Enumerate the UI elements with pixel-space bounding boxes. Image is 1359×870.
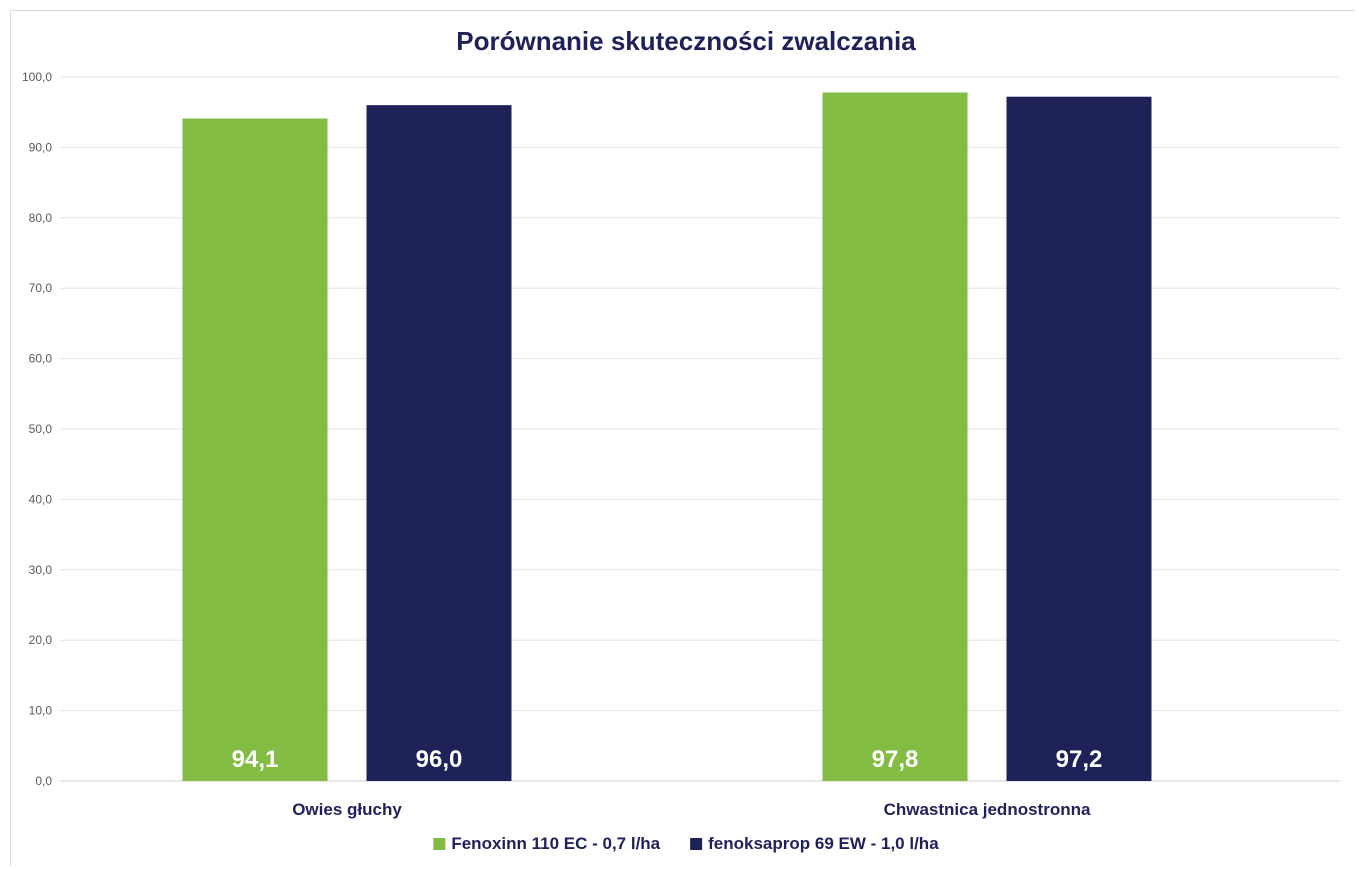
data-labels: 94,1 96,0 97,8 97,2 xyxy=(232,746,1103,773)
y-tick-label: 30,0 xyxy=(29,563,53,577)
bar xyxy=(182,118,328,781)
y-tick-label: 100,0 xyxy=(22,70,52,84)
legend-swatch xyxy=(690,838,703,850)
y-tick-label: 50,0 xyxy=(29,422,53,436)
legend-label: Fenoxinn 110 EC - 0,7 l/ha xyxy=(451,834,660,853)
y-tick-label: 0,0 xyxy=(35,774,52,788)
y-tick-label: 80,0 xyxy=(29,211,53,225)
x-axis-category-labels: Owies głuchy Chwastnica jednostronna xyxy=(292,800,1091,819)
bar xyxy=(366,105,512,781)
bar xyxy=(822,92,968,782)
y-tick-label: 70,0 xyxy=(29,281,53,295)
category-label: Chwastnica jednostronna xyxy=(884,800,1091,819)
bar xyxy=(1006,96,1152,782)
y-tick-label: 10,0 xyxy=(29,704,53,718)
category-label: Owies głuchy xyxy=(292,800,402,819)
bars xyxy=(182,92,1152,782)
y-tick-label: 60,0 xyxy=(29,352,53,366)
data-label: 97,2 xyxy=(1056,746,1103,773)
y-tick-label: 40,0 xyxy=(29,492,53,506)
data-label: 96,0 xyxy=(416,746,463,773)
legend-swatch xyxy=(433,838,446,850)
y-tick-label: 20,0 xyxy=(29,633,53,647)
legend: Fenoxinn 110 EC - 0,7 l/ha fenoksaprop 69… xyxy=(433,834,939,853)
legend-label: fenoksaprop 69 EW - 1,0 l/ha xyxy=(708,834,939,853)
y-axis-tick-labels: 0,0 10,0 20,0 30,0 40,0 50,0 60,0 70,0 80,0 90,0 1… xyxy=(22,70,52,788)
y-tick-label: 90,0 xyxy=(29,140,53,154)
data-label: 97,8 xyxy=(872,746,919,773)
chart-title: Porównanie skuteczności zwalczania xyxy=(456,26,916,56)
data-label: 94,1 xyxy=(232,746,279,773)
